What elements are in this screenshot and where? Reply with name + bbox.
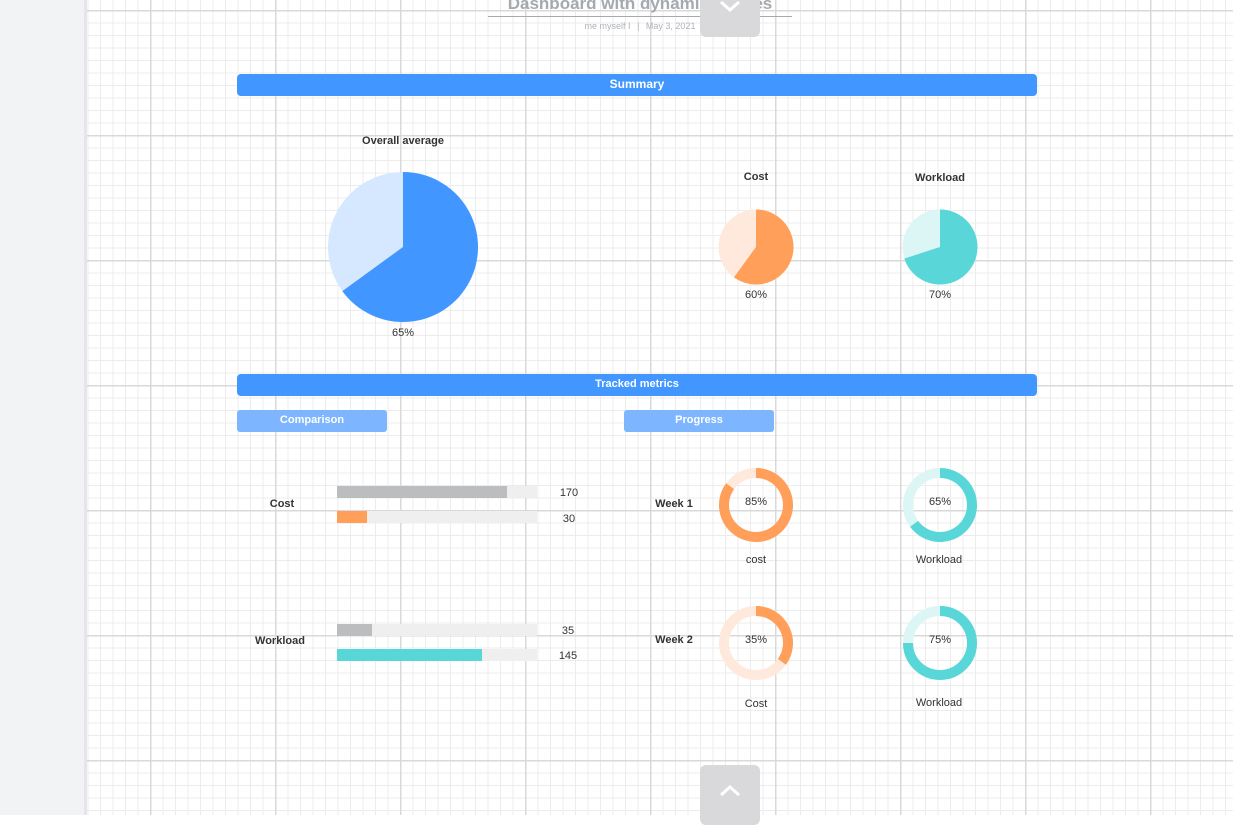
comparison-row-label: Workload bbox=[255, 635, 305, 647]
bar-value-label: 145 bbox=[558, 650, 578, 662]
summary-banner: Summary bbox=[237, 74, 1037, 96]
comparison-bar bbox=[337, 511, 367, 523]
comparison-bar-track bbox=[337, 511, 537, 523]
week1-workload-donut-arc bbox=[910, 468, 977, 542]
author: me myself I bbox=[584, 21, 631, 31]
comparison-bar-track bbox=[337, 624, 537, 636]
cost-value: 60% bbox=[744, 289, 768, 301]
left-sidebar bbox=[0, 0, 87, 815]
cost-pie-slice bbox=[733, 209, 794, 285]
separator: | bbox=[637, 21, 640, 31]
workload-value: 70% bbox=[928, 289, 952, 301]
comparison-bar bbox=[337, 649, 482, 661]
comparison-bar-track bbox=[337, 649, 537, 661]
date: May 3, 2021 bbox=[645, 21, 696, 31]
tracked-metrics-banner: Tracked metrics bbox=[237, 374, 1037, 396]
chevron-up-icon bbox=[720, 784, 740, 797]
week-label: Week 1 bbox=[655, 498, 693, 510]
comparison-header: Comparison bbox=[237, 410, 387, 432]
week2-cost-donut-arc bbox=[755, 606, 793, 665]
week-label: Week 2 bbox=[655, 634, 693, 646]
bar-value-label: 170 bbox=[559, 487, 579, 499]
progress-header: Progress bbox=[624, 410, 774, 432]
workload-pie-slice bbox=[904, 209, 978, 285]
collapse-top-button[interactable] bbox=[700, 0, 760, 37]
donut-value: 65% bbox=[928, 496, 952, 508]
donut-value: 75% bbox=[928, 634, 952, 646]
donut-caption: Workload bbox=[915, 697, 963, 709]
overall-average-value: 65% bbox=[391, 327, 415, 339]
comparison-row-label: Cost bbox=[269, 498, 295, 510]
donut-caption: Workload bbox=[915, 554, 963, 566]
title-underline bbox=[488, 16, 792, 17]
donut-value: 85% bbox=[744, 496, 768, 508]
chevron-down-icon bbox=[720, 0, 740, 13]
overall-average-title: Overall average bbox=[362, 135, 444, 147]
bar-value-label: 30 bbox=[562, 513, 576, 525]
comparison-bar-track bbox=[337, 486, 537, 498]
week2-workload-donut-arc bbox=[903, 606, 977, 680]
comparison-bar bbox=[337, 624, 372, 636]
donut-caption: Cost bbox=[744, 698, 768, 710]
week1-cost-donut-arc bbox=[719, 468, 793, 542]
comparison-bar bbox=[337, 486, 507, 498]
canvas bbox=[87, 0, 1233, 815]
workload-title: Workload bbox=[915, 172, 965, 184]
bar-value-label: 35 bbox=[561, 625, 575, 637]
page-subtitle: me myself I | May 3, 2021 bbox=[480, 21, 800, 31]
cost-title: Cost bbox=[743, 171, 769, 183]
overall-average-pie-slice bbox=[342, 172, 479, 322]
donut-value: 35% bbox=[744, 634, 768, 646]
donut-caption: cost bbox=[745, 554, 767, 566]
